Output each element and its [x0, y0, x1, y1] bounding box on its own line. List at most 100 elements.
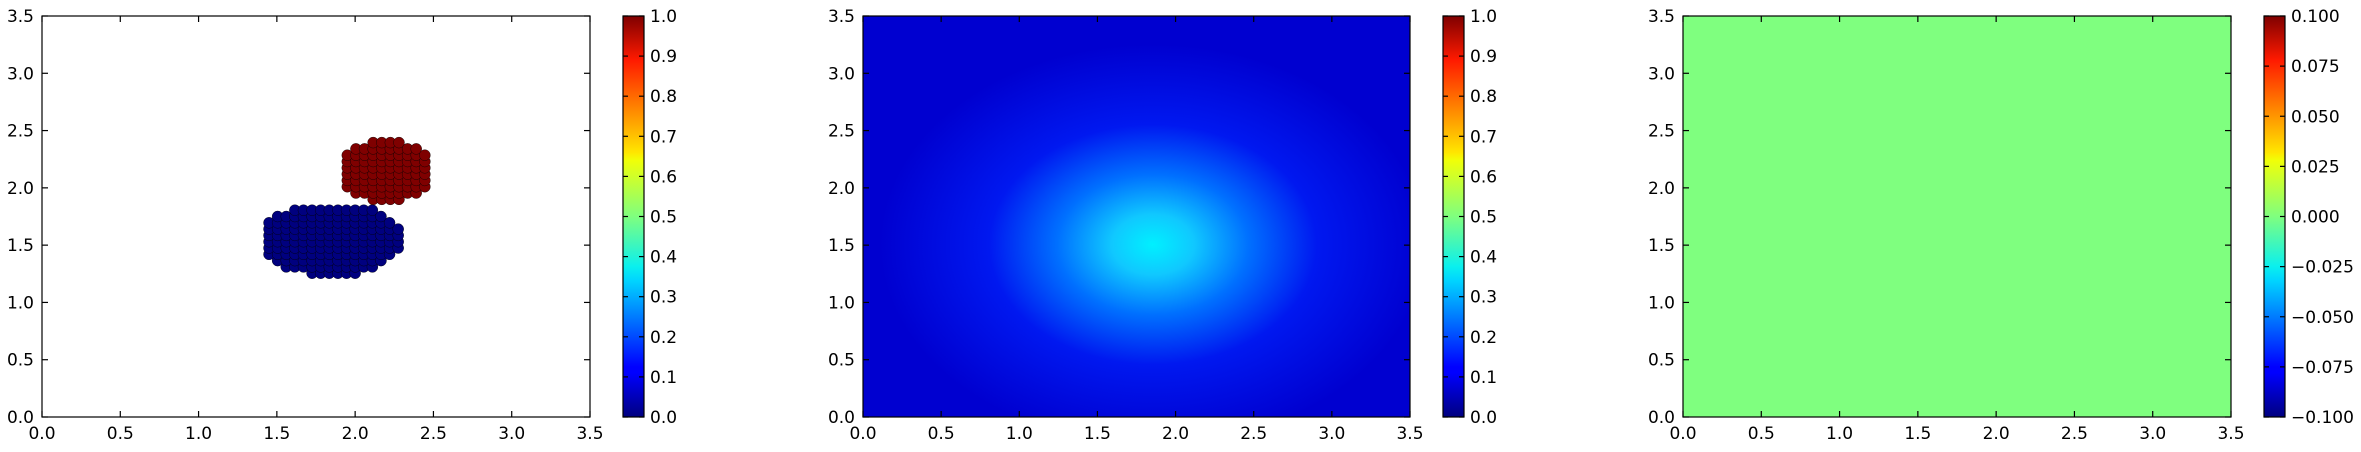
x-tick-label: 2.0: [1983, 424, 2010, 444]
y-tick-label: 1.5: [828, 236, 855, 256]
x-tick-label: 3.5: [2217, 424, 2244, 444]
y-tick-label: 0.0: [7, 408, 34, 428]
y-tick-label: 1.0: [828, 293, 855, 313]
y-tick-label: 1.0: [7, 293, 34, 313]
x-tick-label: 1.0: [1826, 424, 1853, 444]
colorbar-tick-label: 0.3: [650, 288, 677, 308]
plot-area: [42, 16, 590, 417]
y-tick-label: 0.5: [1648, 351, 1675, 371]
y-tick-label: 2.0: [1648, 179, 1675, 199]
x-tick-label: 3.0: [1318, 424, 1345, 444]
y-tick-label: 3.0: [828, 64, 855, 84]
colorbar-tick-label: 0.000: [2291, 208, 2340, 228]
x-tick-label: 0.0: [28, 424, 55, 444]
colorbar-tick-label: 0.7: [1470, 127, 1497, 147]
colorbar-tick-label: 0.5: [650, 208, 677, 228]
colorbar-tick-label: 0.9: [1470, 47, 1497, 67]
x-tick-label: 1.5: [1084, 424, 1111, 444]
colorbar-tick-label: −0.075: [2291, 358, 2354, 378]
colorbar-tick-label: 0.8: [650, 87, 677, 107]
y-tick-label: 3.5: [7, 7, 34, 27]
colorbar-tick-label: 0.2: [1470, 328, 1497, 348]
y-tick-label: 2.5: [828, 122, 855, 142]
x-tick-label: 3.0: [498, 424, 525, 444]
y-tick-label: 0.0: [1648, 408, 1675, 428]
colorbar-tick-label: 0.6: [650, 167, 677, 187]
x-tick-label: 0.0: [1669, 424, 1696, 444]
y-tick-label: 1.0: [1648, 293, 1675, 313]
scatter-panel: 0.0 0.5 1.0 1.5 2.0 2.5 3.0 3.5 0.0 0.5 1.0 1.5 2.0 2…: [7, 7, 677, 444]
x-tick-label: 0.5: [1748, 424, 1775, 444]
plot-area: [1683, 16, 2231, 417]
scatter-point-cluster-0: [392, 223, 404, 235]
colorbar-tick-label: 0.6: [1470, 167, 1497, 187]
scatter-point-cluster-1: [419, 149, 431, 161]
y-tick-label: 0.5: [828, 351, 855, 371]
colorbar-tick-label: 0.075: [2291, 57, 2340, 77]
y-tick-label: 0.5: [7, 351, 34, 371]
colorbar-tick-label: 0.1: [650, 368, 677, 388]
axes-frame: [1682, 15, 2232, 418]
colorbar-tick-label: 0.025: [2291, 157, 2340, 177]
x-tick-label: 3.5: [1396, 424, 1423, 444]
y-tick-label: 1.5: [1648, 236, 1675, 256]
colorbar-tick-label: 0.5: [1470, 208, 1497, 228]
heatmap-field: [1683, 16, 2231, 417]
x-tick-label: 0.5: [928, 424, 955, 444]
y-tick-label: 3.0: [1648, 64, 1675, 84]
x-tick-label: 2.0: [1162, 424, 1189, 444]
y-tick-label: 2.0: [828, 179, 855, 199]
x-tick-label: 2.0: [342, 424, 369, 444]
colorbar-tick-label: 0.0: [1470, 408, 1497, 428]
colorbar-tick-label: 0.0: [650, 408, 677, 428]
x-tick-label: 1.5: [1904, 424, 1931, 444]
colorbar-tick-label: 1.0: [1470, 7, 1497, 27]
y-tick-label: 2.0: [7, 179, 34, 199]
colorbar-tick-label: 0.1: [1470, 368, 1497, 388]
colorbar-tick-label: 0.2: [650, 328, 677, 348]
colorbar: 0.0 0.1 0.2 0.3 0.4 0.5 0.6 0.7 0.8 0.9 1.0: [622, 7, 677, 428]
x-tick-label: 1.0: [185, 424, 212, 444]
y-tick-label: 2.5: [1648, 122, 1675, 142]
x-tick-label: 1.5: [263, 424, 290, 444]
x-tick-label: 0.5: [107, 424, 134, 444]
colorbar-tick-label: 0.8: [1470, 87, 1497, 107]
colorbar-tick-label: 0.4: [1470, 248, 1497, 268]
y-tick-label: 3.5: [828, 7, 855, 27]
heatmap-panel: 0.0 0.5 1.0 1.5 2.0 2.5 3.0 3.5 0.0 0.5 1.0 1.5 2.0 2…: [828, 7, 1497, 444]
scatter-point-cluster-0: [375, 210, 387, 223]
scatter-point-cluster-1: [393, 136, 405, 149]
x-tick-label: 3.0: [2139, 424, 2166, 444]
axes-frame: [41, 15, 591, 418]
y-tick-label: 3.5: [1648, 7, 1675, 27]
colorbar-tick-label: 0.4: [650, 248, 677, 268]
y-tick-label: 2.5: [7, 122, 34, 142]
x-tick-label: 1.0: [1006, 424, 1033, 444]
x-tick-label: 0.0: [849, 424, 876, 444]
colorbar-tick-label: 0.050: [2291, 107, 2340, 127]
colorbar: −0.100 −0.075 −0.050 −0.025 0.000 0.025 0.050 0…: [2263, 7, 2354, 428]
uniform-heatmap-panel: 0.0 0.5 1.0 1.5 2.0 2.5 3.0 3.5 0.0 0.5 1.0 1.5 2.0 2…: [1648, 7, 2354, 444]
scatter-point-cluster-1: [410, 143, 422, 155]
x-tick-label: 2.5: [2061, 424, 2088, 444]
colorbar-tick-label: −0.100: [2291, 408, 2354, 428]
colorbar-tick-label: −0.025: [2291, 258, 2354, 278]
axes-frame: [862, 15, 1411, 418]
x-tick-label: 3.5: [576, 424, 603, 444]
y-tick-label: 3.0: [7, 64, 34, 84]
colorbar-tick-label: 0.3: [1470, 288, 1497, 308]
heatmap-field: [863, 16, 1410, 417]
colorbar-tick-label: −0.050: [2291, 308, 2354, 328]
colorbar-tick-label: 0.100: [2291, 7, 2340, 27]
x-tick-label: 2.5: [420, 424, 447, 444]
colorbar-tick-label: 1.0: [650, 7, 677, 27]
x-tick-label: 2.5: [1240, 424, 1267, 444]
y-tick-label: 1.5: [7, 236, 34, 256]
colorbar: 0.0 0.1 0.2 0.3 0.4 0.5 0.6 0.7 0.8 0.9 1.0: [1442, 7, 1497, 428]
plot-area: [863, 16, 1410, 417]
y-tick-label: 0.0: [828, 408, 855, 428]
colorbar-tick-label: 0.9: [650, 47, 677, 67]
colorbar-tick-label: 0.7: [650, 127, 677, 147]
scatter-point-cluster-0: [383, 217, 396, 229]
